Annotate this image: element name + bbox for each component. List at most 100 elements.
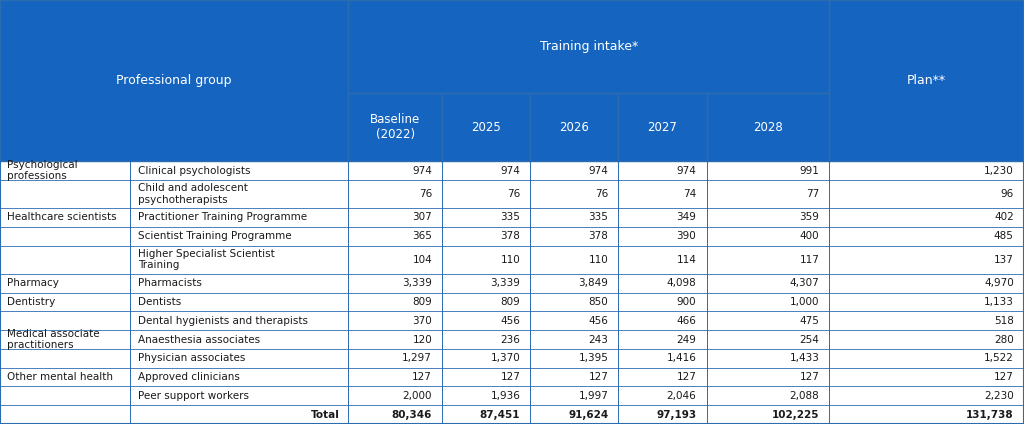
Bar	[348, 274, 442, 293]
Bar	[442, 245, 530, 274]
Text: 2026: 2026	[559, 121, 590, 134]
Bar	[348, 208, 442, 227]
Bar	[130, 227, 348, 245]
Bar	[829, 405, 1024, 424]
Text: 3,849: 3,849	[579, 278, 608, 288]
Text: 1,433: 1,433	[790, 353, 819, 363]
Text: 87,451: 87,451	[479, 410, 520, 420]
Text: 307: 307	[413, 212, 432, 223]
Text: Medical associate
practitioners: Medical associate practitioners	[7, 329, 99, 350]
Bar	[0, 227, 130, 245]
Text: 456: 456	[589, 316, 608, 326]
Text: 850: 850	[589, 297, 608, 307]
Text: Peer support workers: Peer support workers	[138, 391, 249, 401]
Text: 2,046: 2,046	[667, 391, 696, 401]
Text: Pharmacy: Pharmacy	[7, 278, 59, 288]
Text: 1,522: 1,522	[984, 353, 1014, 363]
Text: 110: 110	[501, 255, 520, 265]
Text: 1,395: 1,395	[579, 353, 608, 363]
Bar	[130, 368, 348, 386]
Text: 390: 390	[677, 231, 696, 241]
Bar	[829, 227, 1024, 245]
Bar	[0, 405, 130, 424]
Text: 466: 466	[677, 316, 696, 326]
Bar	[530, 208, 618, 227]
Bar	[442, 227, 530, 245]
Bar	[530, 161, 618, 180]
Bar	[618, 227, 707, 245]
Bar	[442, 161, 530, 180]
Text: 402: 402	[994, 212, 1014, 223]
Bar	[0, 386, 130, 405]
Text: 4,970: 4,970	[984, 278, 1014, 288]
Text: Pharmacists: Pharmacists	[138, 278, 202, 288]
Text: 1,997: 1,997	[579, 391, 608, 401]
Text: 2027: 2027	[647, 121, 678, 134]
Bar	[130, 208, 348, 227]
Bar	[0, 0, 348, 161]
Text: 2,230: 2,230	[984, 391, 1014, 401]
Bar	[530, 386, 618, 405]
Bar	[707, 386, 829, 405]
Text: 900: 900	[677, 297, 696, 307]
Bar	[618, 293, 707, 311]
Bar	[530, 368, 618, 386]
Bar	[618, 245, 707, 274]
Bar	[707, 330, 829, 349]
Text: 80,346: 80,346	[392, 410, 432, 420]
Bar	[442, 330, 530, 349]
Text: 2025: 2025	[471, 121, 502, 134]
Text: 243: 243	[589, 335, 608, 345]
Bar	[442, 405, 530, 424]
Text: Dentists: Dentists	[138, 297, 181, 307]
Bar	[348, 293, 442, 311]
Text: 127: 127	[589, 372, 608, 382]
Text: Dental hygienists and therapists: Dental hygienists and therapists	[138, 316, 308, 326]
Text: 991: 991	[800, 165, 819, 176]
Text: 76: 76	[595, 189, 608, 199]
Text: Anaesthesia associates: Anaesthesia associates	[138, 335, 260, 345]
Text: 280: 280	[994, 335, 1014, 345]
Text: 4,098: 4,098	[667, 278, 696, 288]
Text: 76: 76	[419, 189, 432, 199]
Bar	[130, 245, 348, 274]
Bar	[618, 349, 707, 368]
Bar	[0, 161, 130, 180]
Bar	[707, 274, 829, 293]
Text: Scientist Training Programme: Scientist Training Programme	[138, 231, 292, 241]
Text: Physician associates: Physician associates	[138, 353, 246, 363]
Bar	[618, 208, 707, 227]
Bar	[530, 274, 618, 293]
Bar	[130, 274, 348, 293]
Bar	[130, 293, 348, 311]
Text: Plan**: Plan**	[907, 74, 946, 87]
Bar	[829, 386, 1024, 405]
Bar	[442, 180, 530, 208]
Bar	[707, 368, 829, 386]
Bar	[0, 274, 130, 293]
Bar	[618, 311, 707, 330]
Bar	[618, 93, 707, 161]
Text: 249: 249	[677, 335, 696, 345]
Text: 254: 254	[800, 335, 819, 345]
Text: 370: 370	[413, 316, 432, 326]
Text: 2028: 2028	[753, 121, 783, 134]
Text: 456: 456	[501, 316, 520, 326]
Text: Dentistry: Dentistry	[7, 297, 55, 307]
Bar	[442, 349, 530, 368]
Text: 1,416: 1,416	[667, 353, 696, 363]
Bar	[829, 293, 1024, 311]
Text: Clinical psychologists: Clinical psychologists	[138, 165, 251, 176]
Text: 809: 809	[501, 297, 520, 307]
Text: 2,088: 2,088	[790, 391, 819, 401]
Bar	[829, 274, 1024, 293]
Bar	[348, 311, 442, 330]
Text: 96: 96	[1000, 189, 1014, 199]
Bar	[0, 293, 130, 311]
Text: 1,230: 1,230	[984, 165, 1014, 176]
Text: 1,133: 1,133	[984, 297, 1014, 307]
Bar	[829, 180, 1024, 208]
Text: 127: 127	[413, 372, 432, 382]
Bar	[707, 93, 829, 161]
Text: 127: 127	[501, 372, 520, 382]
